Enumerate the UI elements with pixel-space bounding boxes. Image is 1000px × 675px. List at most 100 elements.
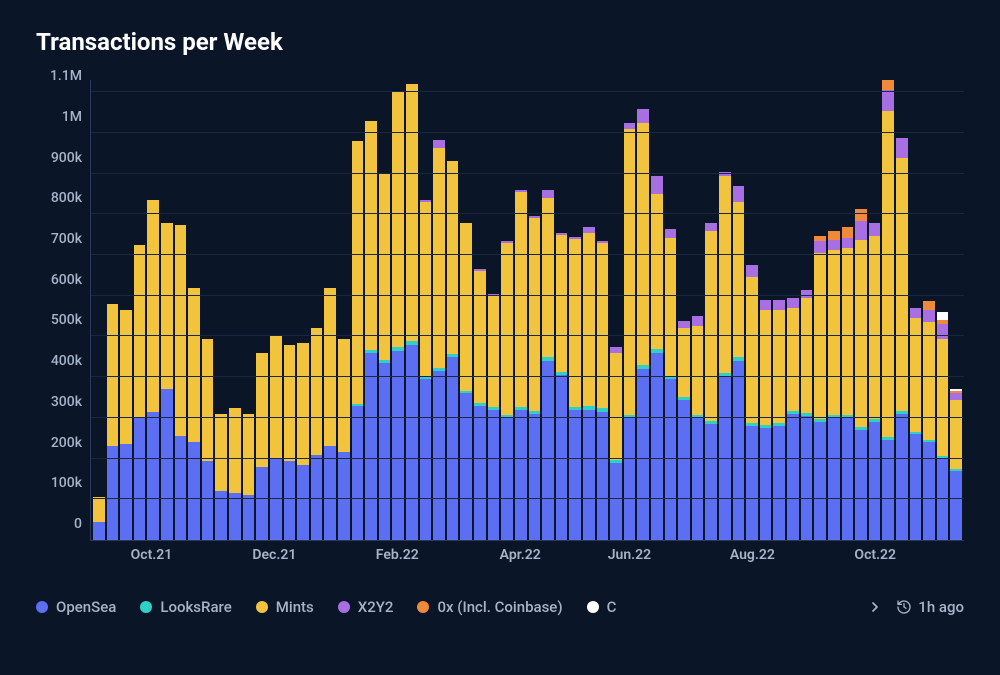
bar-column[interactable] <box>202 80 214 540</box>
bar-segment-x2y2 <box>787 298 799 308</box>
bar-segment-mints <box>175 225 187 437</box>
bar-column[interactable] <box>379 80 391 540</box>
bar-column[interactable] <box>828 80 840 540</box>
bar-column[interactable] <box>243 80 255 540</box>
bar-column[interactable] <box>597 80 609 540</box>
bar-column[interactable] <box>746 80 758 540</box>
bar-column[interactable] <box>256 80 268 540</box>
bar-column[interactable] <box>624 80 636 540</box>
bar-column[interactable] <box>665 80 677 540</box>
bar-column[interactable] <box>923 80 935 540</box>
bar-column[interactable] <box>107 80 119 540</box>
bar-column[interactable] <box>229 80 241 540</box>
bar-segment-mints <box>801 298 813 413</box>
bar-column[interactable] <box>515 80 527 540</box>
bar-column[interactable] <box>937 80 949 540</box>
bar-column[interactable] <box>787 80 799 540</box>
bar-column[interactable] <box>801 80 813 540</box>
bar-segment-mints <box>120 310 132 444</box>
legend-item-x2y2[interactable]: X2Y2 <box>338 598 394 616</box>
bar-column[interactable] <box>855 80 867 540</box>
bar-segment-mints <box>202 339 214 461</box>
bar-column[interactable] <box>420 80 432 540</box>
x-axis: Oct.21Dec.21Feb.22Apr.22Jun.22Aug.22Oct.… <box>90 547 964 577</box>
bar-column[interactable] <box>569 80 581 540</box>
bar-segment-mints <box>379 174 391 361</box>
bar-column[interactable] <box>896 80 908 540</box>
bar-column[interactable] <box>705 80 717 540</box>
legend-label: Mints <box>276 598 314 616</box>
bar-segment-x2y2 <box>910 308 922 318</box>
bar-column[interactable] <box>773 80 785 540</box>
bar-column[interactable] <box>215 80 227 540</box>
bar-column[interactable] <box>692 80 704 540</box>
bar-segment-opensea <box>175 436 187 540</box>
bar-segment-opensea <box>746 426 758 540</box>
bar-segment-opensea <box>801 416 813 540</box>
clock-refresh-icon <box>896 599 912 615</box>
bar-column[interactable] <box>583 80 595 540</box>
bar-segment-opensea <box>147 412 159 540</box>
bar-segment-mints <box>256 353 268 467</box>
bar-column[interactable] <box>93 80 105 540</box>
bar-column[interactable] <box>311 80 323 540</box>
bar-column[interactable] <box>814 80 826 540</box>
legend-item-mints[interactable]: Mints <box>256 598 314 616</box>
bar-column[interactable] <box>284 80 296 540</box>
bar-column[interactable] <box>950 80 962 540</box>
bar-column[interactable] <box>270 80 282 540</box>
bar-column[interactable] <box>529 80 541 540</box>
bar-segment-opensea <box>787 414 799 540</box>
bar-column[interactable] <box>460 80 472 540</box>
bar-column[interactable] <box>352 80 364 540</box>
bar-column[interactable] <box>842 80 854 540</box>
bar-segment-x2y2 <box>896 138 908 158</box>
bar-column[interactable] <box>556 80 568 540</box>
bar-segment-opensea <box>583 410 595 540</box>
bar-column[interactable] <box>869 80 881 540</box>
bar-column[interactable] <box>338 80 350 540</box>
legend-item-other[interactable]: C <box>587 598 617 616</box>
bar-column[interactable] <box>147 80 159 540</box>
bar-column[interactable] <box>175 80 187 540</box>
bar-column[interactable] <box>760 80 772 540</box>
refresh-timestamp[interactable]: 1h ago <box>896 598 964 616</box>
legend-label: 0x (Incl. Coinbase) <box>437 598 562 616</box>
bar-column[interactable] <box>297 80 309 540</box>
bar-segment-mints <box>746 277 758 422</box>
bar-column[interactable] <box>910 80 922 540</box>
legend-item-0x[interactable]: 0x (Incl. Coinbase) <box>417 598 562 616</box>
bar-column[interactable] <box>324 80 336 540</box>
bar-segment-opensea <box>134 418 146 540</box>
bar-column[interactable] <box>651 80 663 540</box>
bar-column[interactable] <box>610 80 622 540</box>
bar-column[interactable] <box>882 80 894 540</box>
legend-item-looksrare[interactable]: LooksRare <box>140 598 231 616</box>
bar-segment-mints <box>460 223 472 392</box>
bar-segment-opensea <box>773 426 785 540</box>
y-tick-label: 1M <box>62 109 82 125</box>
bar-column[interactable] <box>474 80 486 540</box>
bar-column[interactable] <box>188 80 200 540</box>
bar-column[interactable] <box>719 80 731 540</box>
bar-column[interactable] <box>120 80 132 540</box>
bar-column[interactable] <box>542 80 554 540</box>
bar-column[interactable] <box>406 80 418 540</box>
bar-segment-mints <box>719 176 731 373</box>
bar-column[interactable] <box>365 80 377 540</box>
bar-column[interactable] <box>134 80 146 540</box>
bar-column[interactable] <box>488 80 500 540</box>
bar-segment-x2y2 <box>923 310 935 322</box>
bar-segment-mints <box>569 239 581 407</box>
legend-scroll-right-button[interactable] <box>864 596 886 618</box>
bar-column[interactable] <box>637 80 649 540</box>
bar-segment-opensea <box>651 353 663 540</box>
bar-column[interactable] <box>501 80 513 540</box>
bar-column[interactable] <box>447 80 459 540</box>
bar-column[interactable] <box>678 80 690 540</box>
bar-column[interactable] <box>433 80 445 540</box>
bar-column[interactable] <box>733 80 745 540</box>
legend-item-opensea[interactable]: OpenSea <box>36 598 116 616</box>
bar-column[interactable] <box>161 80 173 540</box>
bar-column[interactable] <box>392 80 404 540</box>
